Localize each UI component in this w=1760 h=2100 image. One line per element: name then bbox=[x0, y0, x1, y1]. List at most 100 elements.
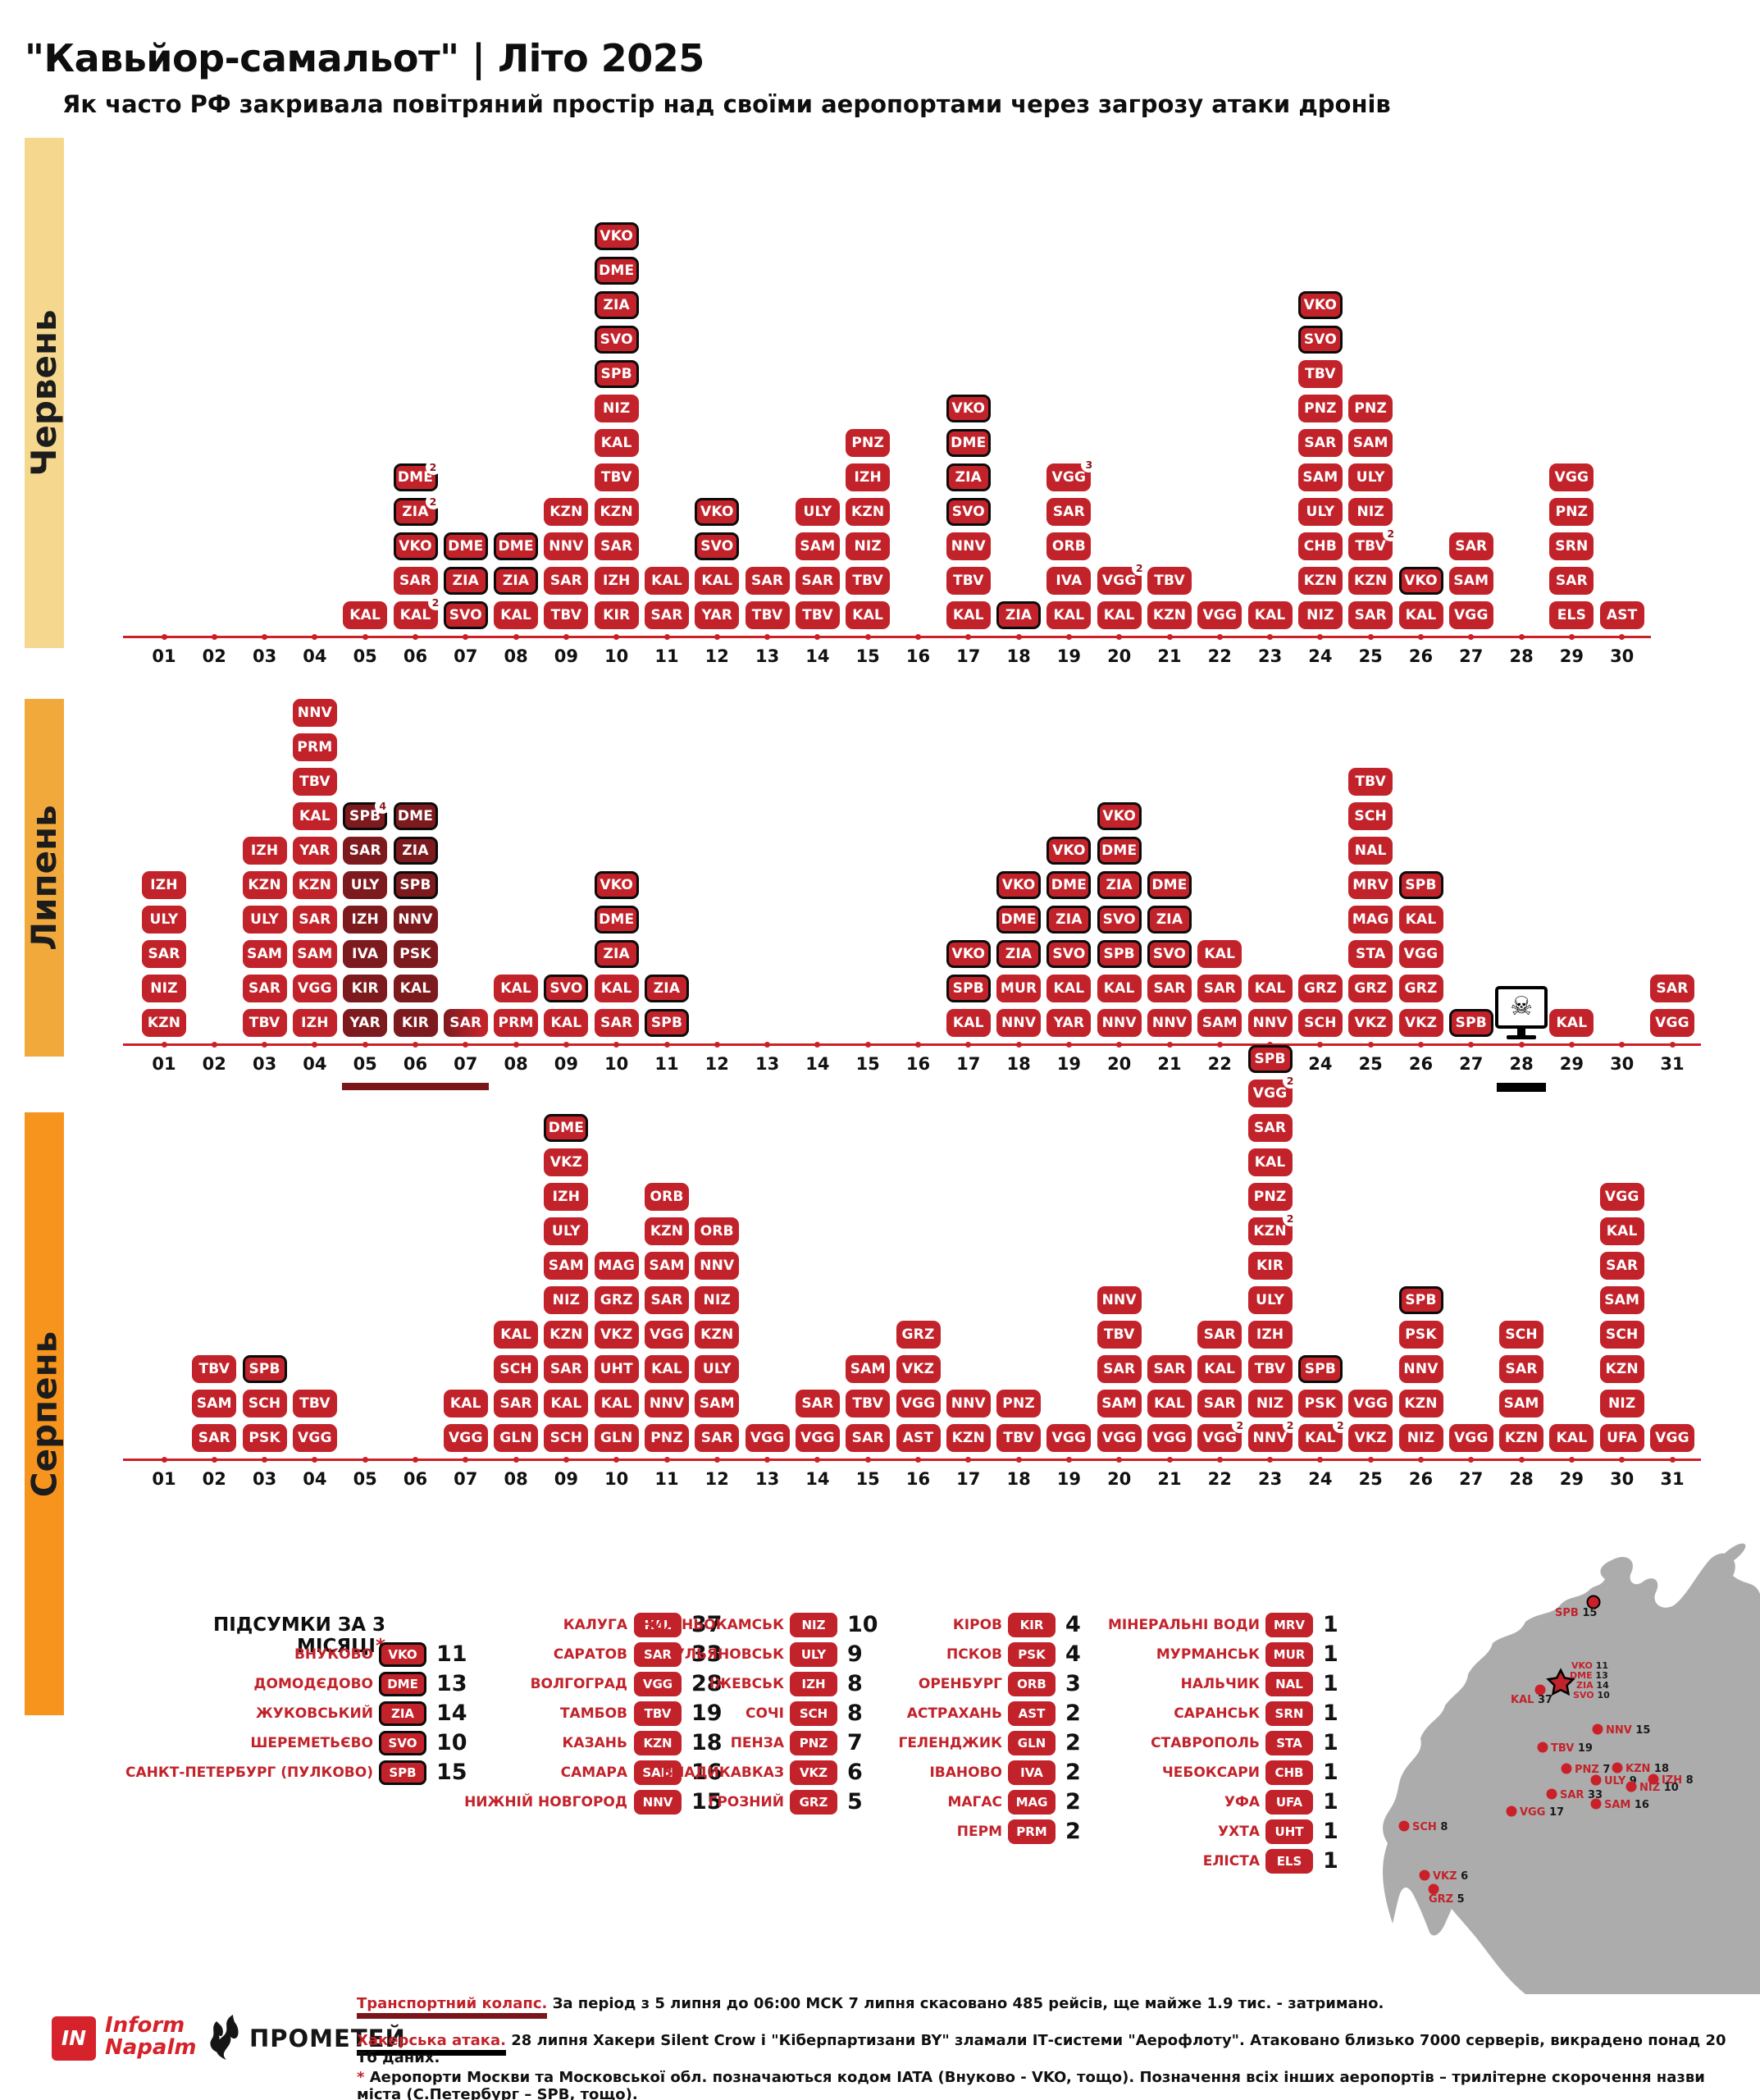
airport-badge-ast: AST bbox=[1599, 601, 1644, 629]
axis-tick bbox=[1317, 1042, 1324, 1048]
airport-badge-vgg: VGG bbox=[645, 1321, 689, 1349]
airport-badge-yar: YAR bbox=[695, 601, 740, 629]
summary-airport-badge-kzn: KZN bbox=[634, 1731, 682, 1755]
axis-tick bbox=[1468, 634, 1475, 640]
month-bar-august bbox=[25, 1112, 64, 1715]
airport-badge-pnz: PNZ bbox=[1348, 395, 1393, 422]
airport-badge-tbv: TBV bbox=[846, 1390, 891, 1418]
closure-count-sup: 2 bbox=[427, 595, 444, 610]
airport-badge-vko: VKO bbox=[946, 395, 991, 422]
airport-badge-spb: SPB bbox=[1398, 1286, 1443, 1314]
axis-tick bbox=[563, 1457, 569, 1463]
airport-badge-zia: ZIA 2 bbox=[393, 494, 441, 526]
airport-badge-vgg: VGG bbox=[1197, 601, 1242, 629]
map-landmass bbox=[1383, 1553, 1760, 1994]
airport-badge-nnv: NNV bbox=[695, 1252, 740, 1280]
airport-badge-kal: KAL bbox=[594, 975, 639, 1002]
airport-badge-sar: SAR bbox=[1599, 1252, 1644, 1280]
summary-airport-badge-zia: ZIA bbox=[379, 1701, 426, 1726]
airport-badge-niz: NIZ bbox=[695, 1286, 740, 1314]
summary-city-label: ІВАНОВО bbox=[929, 1764, 1002, 1781]
axis-tick bbox=[362, 634, 368, 640]
airport-badge-dme: DME bbox=[594, 257, 639, 285]
summary-airport-badge-ufa: UFA bbox=[1265, 1790, 1313, 1815]
airport-badge-tbv: TBV bbox=[192, 1355, 237, 1383]
axis-tick bbox=[1267, 1042, 1274, 1048]
airport-badge-tbv: TBV bbox=[594, 463, 639, 491]
airport-badge-vkz: VKZ bbox=[1348, 1009, 1393, 1037]
airport-badge-kzn: KZN bbox=[1147, 601, 1192, 629]
airport-badge-tbv: TBV bbox=[1247, 1355, 1293, 1383]
airport-badge-izh: IZH bbox=[544, 1183, 589, 1211]
airport-badge-izh: IZH bbox=[142, 871, 186, 899]
airport-badge-sam: SAM bbox=[1448, 567, 1493, 595]
axis-tick bbox=[965, 1457, 972, 1463]
day-label: 28 bbox=[1509, 1054, 1534, 1074]
airport-badge-tbv: TBV bbox=[996, 1424, 1042, 1452]
airport-badge-psk: PSK bbox=[1398, 1321, 1443, 1349]
airport-badge-kal: KAL bbox=[1599, 1217, 1644, 1245]
airport-badge-zia: ZIA bbox=[1097, 871, 1142, 899]
summary-airport-badge-nnv: NNV bbox=[634, 1790, 682, 1815]
airport-badge-svo: SVO bbox=[594, 326, 639, 354]
day-label: 28 bbox=[1509, 1469, 1534, 1489]
axis-tick bbox=[161, 1042, 167, 1048]
axis-tick bbox=[1317, 634, 1324, 640]
axis-tick bbox=[764, 634, 771, 640]
day-label: 07 bbox=[454, 646, 478, 666]
airport-badge-vgg: VGG bbox=[1046, 1424, 1092, 1452]
airport-badge-vkz: VKZ bbox=[594, 1321, 639, 1349]
airport-badge-sar: SAR bbox=[1297, 429, 1343, 457]
airport-badge-uly: ULY bbox=[142, 906, 186, 934]
day-label: 17 bbox=[956, 646, 981, 666]
summary-city-label: КАЗАНЬ bbox=[562, 1735, 627, 1751]
airport-badge-sam: SAM bbox=[1197, 1009, 1242, 1037]
airport-badge-niz: NIZ bbox=[1297, 601, 1343, 629]
summary-city-label: НИЖНІЙ НОВГОРОД bbox=[464, 1794, 627, 1810]
airport-badge-tbv: TBV bbox=[745, 601, 790, 629]
airport-badge-vko: VKO bbox=[1097, 802, 1142, 830]
airport-badge-vkz: VKZ bbox=[544, 1148, 589, 1176]
day-label: 29 bbox=[1559, 1054, 1584, 1074]
day-label: 05 bbox=[353, 646, 377, 666]
day-label: 31 bbox=[1660, 1469, 1685, 1489]
airport-badge-izh: IZH bbox=[242, 837, 287, 865]
airport-badge-kal: KAL bbox=[1147, 1390, 1192, 1418]
axis-tick bbox=[814, 1042, 821, 1048]
day-label: 22 bbox=[1207, 1469, 1232, 1489]
airport-badge-sam: SAM bbox=[292, 940, 337, 968]
summary-city-label: УЛЬЯНОВСЬК bbox=[673, 1646, 784, 1663]
axis-tick bbox=[262, 1457, 268, 1463]
skull-icon: ☠ bbox=[1495, 986, 1548, 1029]
city-dot-vkz bbox=[1419, 1869, 1430, 1881]
airport-badge-niz: NIZ bbox=[594, 395, 639, 422]
airport-badge-vgg: VGG 3 bbox=[1046, 457, 1097, 491]
summary-airport-badge-vgg: VGG bbox=[634, 1672, 682, 1696]
airport-badge-sam: SAM bbox=[1348, 429, 1393, 457]
map-label-vgg: VGG 17 bbox=[1520, 1806, 1564, 1819]
day-label: 04 bbox=[303, 646, 327, 666]
airport-badge-vko: VKO bbox=[594, 871, 639, 899]
footnote-lead-collapse: Транспортний колапс. bbox=[357, 1995, 548, 2019]
axis-tick bbox=[312, 1457, 318, 1463]
day-label: 04 bbox=[303, 1054, 327, 1074]
day-label: 06 bbox=[403, 1054, 428, 1074]
summary-airport-badge-srn: SRN bbox=[1265, 1701, 1313, 1726]
summary-airport-badge-dme: DME bbox=[379, 1672, 426, 1696]
moscow-star-icon bbox=[1546, 1668, 1575, 1696]
airport-badge-sar: SAR bbox=[1197, 1390, 1242, 1418]
summary-airport-badge-uht: UHT bbox=[1265, 1819, 1313, 1844]
footnote-line-3: * Аеропорти Москви та Московської обл. п… bbox=[357, 2069, 1751, 2100]
day-label: 25 bbox=[1358, 646, 1383, 666]
airport-badge-zia: ZIA bbox=[1046, 906, 1092, 934]
day-label: 09 bbox=[554, 1469, 579, 1489]
axis-tick bbox=[1568, 634, 1575, 640]
airport-badge-psk: PSK bbox=[393, 940, 438, 968]
airport-badge-kzn: KZN bbox=[1599, 1355, 1644, 1383]
axis-tick bbox=[161, 634, 167, 640]
summary-airport-badge-svo: SVO bbox=[379, 1731, 426, 1755]
airport-badge-sar: SAR bbox=[1499, 1355, 1544, 1383]
airport-badge-izh: IZH bbox=[846, 463, 891, 491]
summary-city-label: ПСКОВ bbox=[946, 1646, 1002, 1663]
airport-badge-dme: DME bbox=[544, 1114, 589, 1142]
